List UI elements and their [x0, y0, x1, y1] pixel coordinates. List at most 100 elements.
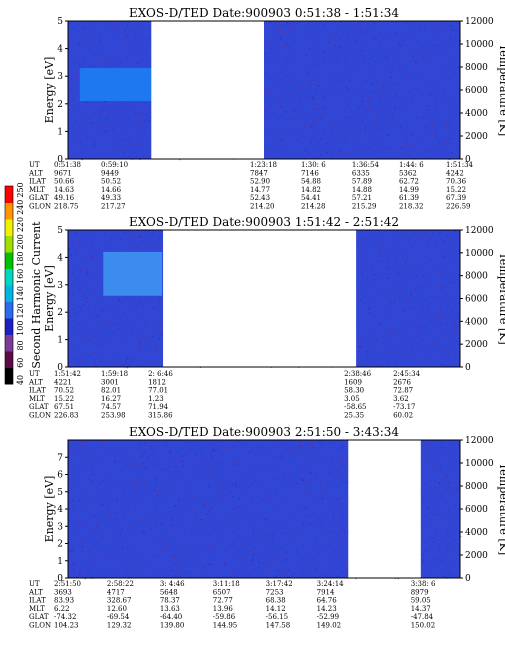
y-tick-label: 1 [57, 127, 63, 137]
ephemeris-value: 5362 [399, 169, 417, 177]
y-tick-label: 3 [57, 281, 63, 291]
ephemeris-value: 13.63 [160, 605, 180, 613]
ephemeris-value: 3:38: 6 [411, 580, 436, 588]
ephemeris-value: 14.66 [101, 186, 122, 194]
ephemeris-value: 50.52 [101, 178, 121, 186]
y2-tick-label: 4000 [465, 109, 488, 119]
ephemeris-value: 150.02 [411, 622, 436, 630]
ephemeris-value: 3.05 [344, 395, 360, 403]
ephemeris-value: 14.99 [399, 186, 419, 194]
ephemeris-value: 226.83 [54, 412, 79, 420]
ephemeris-label: ALT [28, 169, 43, 177]
ephemeris-value: 61.39 [399, 194, 419, 202]
ephemeris-value: 68.38 [266, 597, 286, 605]
y2-tick-label: 10000 [465, 459, 494, 469]
colorbar-segment [5, 202, 13, 220]
ephemeris-value: 14.77 [250, 186, 270, 194]
ephemeris-value: 2676 [393, 378, 411, 386]
y-tick-label: 5 [57, 17, 63, 27]
y-tick-label: 4 [57, 253, 63, 263]
y-axis-label: Energy [eV] [43, 476, 56, 543]
ephemeris-value: 14.23 [317, 605, 337, 613]
ephemeris-value: 78.37 [160, 597, 180, 605]
colorbar-tick-label: 100 [16, 321, 25, 336]
y2-tick-label: 0 [465, 155, 471, 165]
y2-tick-label: 2000 [465, 132, 488, 142]
y2-tick-label: 12000 [465, 436, 494, 446]
ephemeris-value: 214.28 [301, 203, 326, 211]
y2-tick-label: 8000 [465, 63, 488, 73]
enhanced-band-1 [79, 67, 157, 102]
ephemeris-value: 14.82 [301, 186, 321, 194]
ephemeris-value: -73.17 [393, 403, 415, 411]
ephemeris-value: 57.89 [352, 178, 372, 186]
ephemeris-value: -52.99 [317, 613, 339, 621]
ephemeris-value: 83.93 [54, 597, 74, 605]
colorbar-tick-label: 220 [16, 217, 25, 232]
ephemeris-value: 2: 6:46 [148, 370, 173, 378]
ephemeris-value: 52.43 [250, 194, 270, 202]
ephemeris-value: -69.54 [107, 613, 130, 621]
ephemeris-value: 70.36 [446, 178, 467, 186]
colorbar-segment [5, 186, 13, 203]
ephemeris-value: 13.96 [213, 605, 234, 613]
ephemeris-label: ALT [28, 588, 43, 596]
ephemeris-label: MLT [29, 395, 45, 403]
ephemeris-value: 7253 [266, 588, 284, 596]
ephemeris-value: 14.63 [54, 186, 74, 194]
y2-axis-label: Temperature [K] [497, 44, 505, 136]
y2-tick-label: 12000 [465, 17, 494, 27]
ephemeris-value: 6.22 [54, 605, 70, 613]
y-tick-label: 4 [57, 45, 63, 55]
ephemeris-value: 226.59 [446, 203, 471, 211]
y-tick-label: 1 [57, 557, 63, 567]
ephemeris-value: 72.77 [213, 597, 233, 605]
ephemeris-value: 129.32 [107, 622, 132, 630]
ephemeris-value: 8979 [411, 588, 429, 596]
ephemeris-label: MLT [29, 605, 45, 613]
ephemeris-value: 58.30 [344, 387, 364, 395]
y-tick-label: 6 [57, 471, 63, 481]
ephemeris-value: 1:51:34 [446, 161, 474, 169]
ephemeris-value: 4717 [107, 588, 125, 596]
ephemeris-value: 2:58:22 [107, 580, 134, 588]
ephemeris-value: 147.58 [266, 622, 291, 630]
ephemeris-value: 52.90 [250, 178, 270, 186]
ephemeris-value: 54.88 [301, 178, 321, 186]
ephemeris-value: 60.02 [393, 412, 413, 420]
y2-tick-label: 8000 [465, 272, 488, 282]
ephemeris-value: -59.86 [213, 613, 236, 621]
ephemeris-label: UT [29, 370, 40, 378]
y-tick-label: 3 [57, 522, 63, 532]
colorbar-segment [5, 301, 13, 319]
colorbar-segment [5, 219, 13, 236]
colorbar-tick-label: 160 [16, 269, 25, 284]
ephemeris-label: ALT [28, 378, 43, 386]
ephemeris-value: 14.37 [411, 605, 431, 613]
ephemeris-value: 2:51:50 [54, 580, 81, 588]
ephemeris-label: MLT [29, 186, 45, 194]
colorbar-segment [5, 367, 13, 385]
ephemeris-value: 1:23:18 [250, 161, 277, 169]
ephemeris-value: 1.23 [148, 395, 164, 403]
ephemeris-value: 74.57 [101, 403, 121, 411]
colorbar-tick-label: 200 [16, 234, 25, 249]
colorbar-segment [5, 351, 13, 368]
ephemeris-value: 328.67 [107, 597, 132, 605]
ephemeris-value: 6507 [213, 588, 231, 596]
y2-tick-label: 12000 [465, 226, 494, 236]
ephemeris-value: 315.86 [148, 412, 173, 420]
data-gap-1 [151, 21, 264, 159]
ephemeris-value: 3:17:42 [266, 580, 293, 588]
ephemeris-value: 64.76 [317, 597, 338, 605]
ephemeris-label: GLON [29, 412, 51, 420]
y-tick-label: 0 [57, 574, 63, 584]
ephemeris-value: 50.66 [54, 178, 75, 186]
colorbar-tick-label: 80 [16, 340, 25, 350]
ephemeris-value: 5648 [160, 588, 178, 596]
enhanced-band-1 [103, 251, 163, 296]
ephemeris-value: 0:59:10 [101, 161, 128, 169]
y2-axis-label: Temperature [K] [497, 463, 505, 555]
